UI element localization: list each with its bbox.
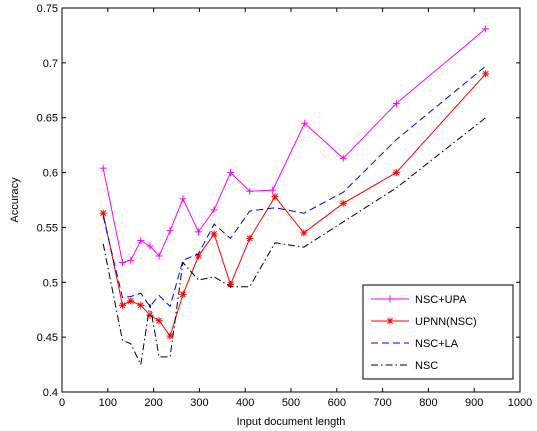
x-tick-label: 400: [236, 397, 254, 409]
x-tick-label: 700: [373, 397, 391, 409]
y-axis-label: Accuracy: [9, 177, 21, 223]
legend-label-nsc-la: NSC+LA: [415, 338, 459, 350]
data-point-upnn-nsc: [179, 290, 187, 298]
data-point-nsc-upa: [301, 119, 309, 127]
legend-marker-nsc-upa: [386, 295, 394, 303]
data-point-nsc-upa: [166, 227, 174, 235]
legend-marker-upnn-nsc: [386, 317, 394, 325]
data-point-upnn-nsc: [127, 297, 135, 305]
x-tick-label: 800: [419, 397, 437, 409]
data-point-nsc-upa: [99, 164, 107, 172]
data-point-nsc-upa: [227, 169, 235, 177]
y-tick-label: 0.7: [43, 58, 58, 70]
data-point-upnn-nsc: [246, 234, 254, 242]
x-tick-label: 500: [282, 397, 300, 409]
data-point-upnn-nsc: [300, 229, 308, 237]
legend: NSC+UPA UPNN(NSC) NSC+LA NSC: [362, 284, 514, 380]
data-point-nsc-upa: [127, 256, 135, 264]
data-point-upnn-nsc: [99, 209, 107, 217]
data-point-nsc-upa: [146, 242, 154, 250]
data-point-nsc-upa: [482, 25, 490, 33]
x-tick-label: 1000: [508, 397, 532, 409]
plot-frame: [61, 7, 521, 393]
x-tick-label: 300: [190, 397, 208, 409]
data-point-nsc-upa: [155, 252, 163, 260]
data-point-upnn-nsc: [339, 199, 347, 207]
y-tick-label: 0.4: [43, 387, 58, 399]
series-layer: [99, 25, 490, 367]
data-point-nsc-upa: [210, 206, 218, 214]
data-point-nsc-upa: [137, 237, 145, 245]
x-axis-label: Input document length: [237, 416, 346, 428]
x-tick-label: 900: [465, 397, 483, 409]
legend-label-nsc: NSC: [415, 360, 438, 372]
data-point-upnn-nsc: [482, 70, 490, 78]
data-point-nsc-upa: [246, 187, 254, 195]
legend-label-upnn-nsc: UPNN(NSC): [415, 316, 477, 328]
data-point-nsc-upa: [392, 99, 400, 107]
data-point-nsc-upa: [194, 228, 202, 236]
data-point-nsc-upa: [118, 259, 126, 267]
data-point-upnn-nsc: [271, 193, 279, 201]
data-point-upnn-nsc: [210, 230, 218, 238]
data-point-upnn-nsc: [166, 332, 174, 340]
data-point-nsc-upa: [339, 154, 347, 162]
y-tick-label: 0.45: [37, 332, 58, 344]
data-point-upnn-nsc: [118, 301, 126, 309]
legend-box: [362, 284, 514, 380]
data-point-upnn-nsc: [392, 169, 400, 177]
data-point-nsc-upa: [179, 195, 187, 203]
legend-label-nsc-upa: NSC+UPA: [415, 294, 467, 306]
y-tick-label: 0.5: [43, 277, 58, 289]
series-line-nsc: [102, 117, 487, 367]
series-line-nsc-la: [102, 65, 487, 308]
data-point-upnn-nsc: [155, 317, 163, 325]
x-tick-label: 100: [99, 397, 117, 409]
y-tick-label: 0.6: [43, 168, 58, 180]
x-tick-label: 200: [144, 397, 162, 409]
y-tick-label: 0.75: [37, 3, 58, 15]
x-tick-label: 0: [59, 397, 65, 409]
y-tick-label: 0.65: [37, 113, 58, 125]
data-point-upnn-nsc: [137, 301, 145, 309]
axis-ticks: 0 100 200 300 400 500 600 700 800 900 1000 0.4 0.45 0…: [37, 3, 533, 409]
y-tick-label: 0.55: [37, 222, 58, 234]
x-tick-label: 600: [328, 397, 346, 409]
data-point-nsc-upa: [269, 186, 277, 194]
